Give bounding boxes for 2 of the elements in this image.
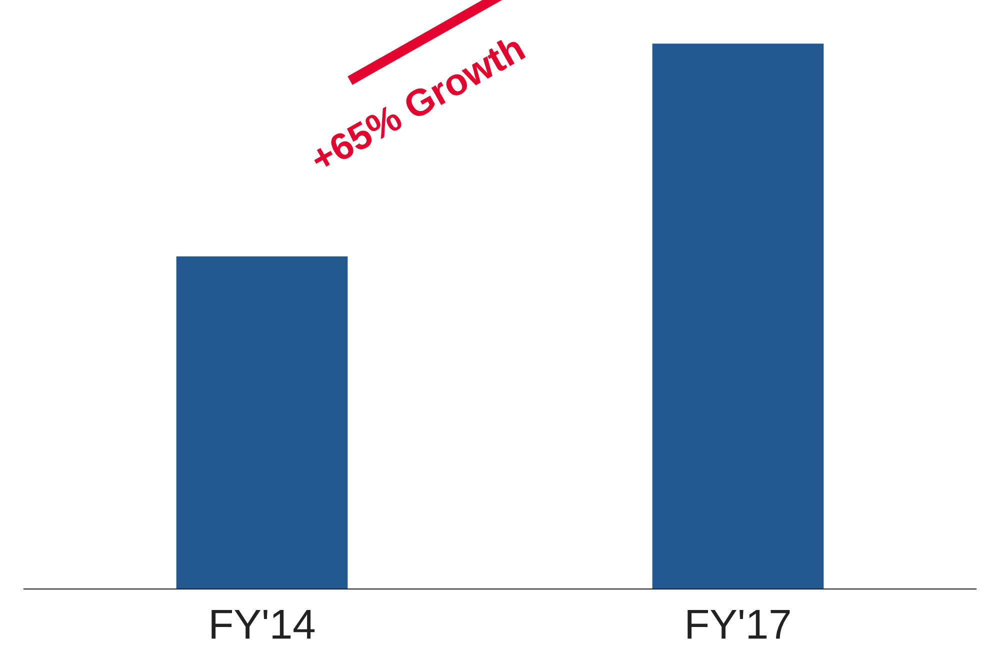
x-tick-label: FY'17 [688,610,790,639]
x-tick-label: FY'14 [212,610,315,639]
